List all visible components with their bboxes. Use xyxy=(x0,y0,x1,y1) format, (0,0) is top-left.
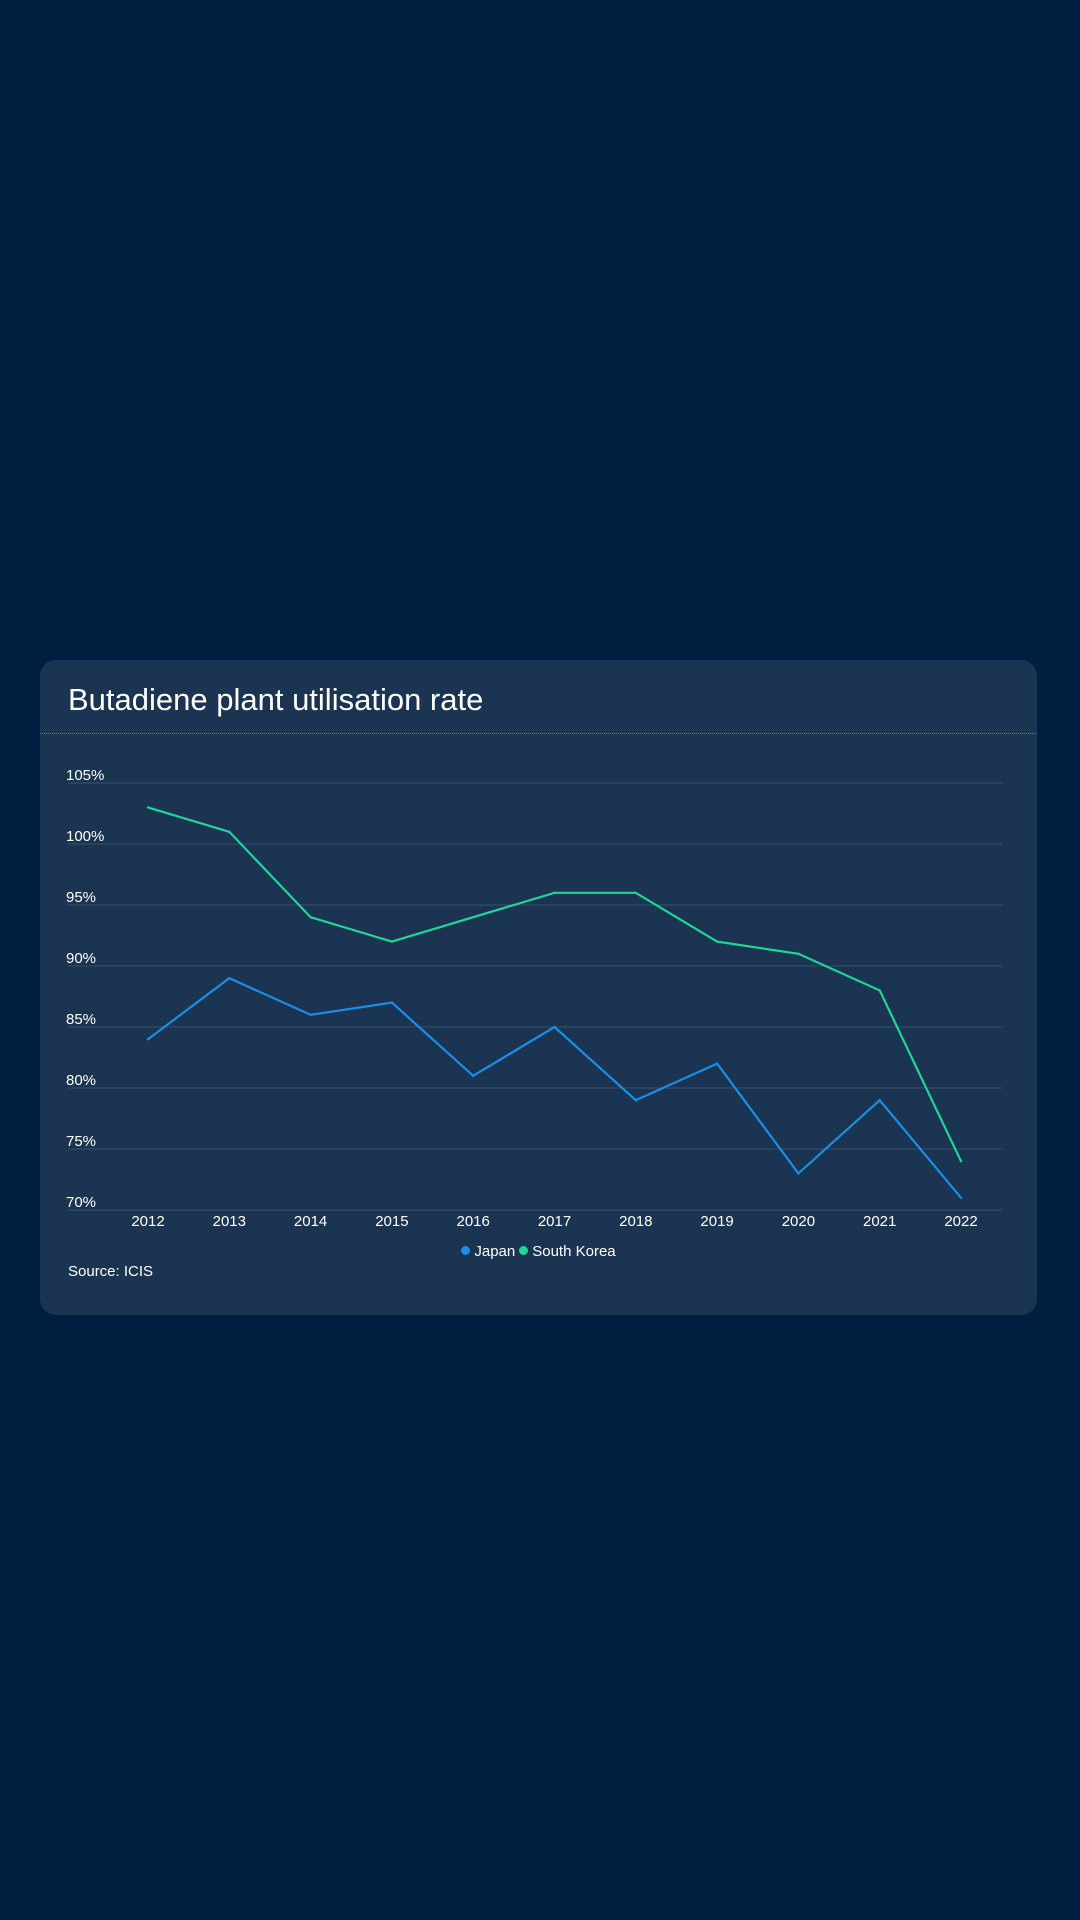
data-point xyxy=(715,1062,719,1065)
chart-legend: Japan South Korea xyxy=(40,1242,1037,1262)
data-point xyxy=(146,1038,150,1041)
x-tick-label: 2022 xyxy=(944,1213,977,1230)
data-point xyxy=(472,1074,475,1077)
legend-item: Japan xyxy=(461,1242,515,1262)
data-point xyxy=(309,1013,312,1016)
data-point xyxy=(878,989,881,992)
data-point xyxy=(390,940,394,943)
data-point xyxy=(959,1196,963,1199)
data-point xyxy=(634,1099,637,1102)
data-point xyxy=(797,1172,800,1175)
x-tick-label: 2015 xyxy=(375,1213,408,1230)
x-tick-label: 2013 xyxy=(213,1213,246,1230)
chart-card: Butadiene plant utilisation rate 105% 100… xyxy=(40,660,1037,1315)
x-tick-label: 2019 xyxy=(700,1213,733,1230)
x-tick-label: 2020 xyxy=(782,1213,815,1230)
chart-source: Source: ICIS xyxy=(68,1263,154,1280)
title-divider xyxy=(40,733,1037,734)
x-tick-label: 2014 xyxy=(294,1213,327,1230)
x-tick-label: 2017 xyxy=(538,1213,571,1230)
x-tick-label: 2018 xyxy=(619,1213,652,1230)
y-tick-label: 105% xyxy=(66,767,104,784)
data-point xyxy=(472,916,475,919)
legend-item: South Korea xyxy=(519,1242,616,1262)
grid-lines xyxy=(68,782,1002,1211)
data-point xyxy=(390,1001,394,1004)
y-tick-label: 70% xyxy=(66,1194,96,1211)
data-point xyxy=(228,977,231,980)
y-axis-ticks: 105% 100% 95% 90% 85% 80% 75% 70% xyxy=(66,767,104,1211)
data-point xyxy=(309,916,312,919)
chart-title: Butadiene plant utilisation rate xyxy=(68,682,484,717)
series-lines xyxy=(146,806,963,1199)
data-point xyxy=(959,1160,963,1163)
x-tick-label: 2021 xyxy=(863,1213,896,1230)
data-point xyxy=(797,952,800,955)
line-chart: 105%100%95%90%85%80%75%70% 2012 2013 2014 2… xyxy=(66,767,1002,1230)
data-point xyxy=(553,1025,556,1029)
y-tick-label: 85% xyxy=(66,1011,96,1028)
data-point xyxy=(553,891,556,894)
series-line-south-korea xyxy=(147,806,962,1162)
y-tick-label: 75% xyxy=(66,1133,96,1150)
x-tick-label: 2016 xyxy=(457,1213,490,1230)
y-tick-label: 95% xyxy=(66,889,96,906)
data-point xyxy=(878,1099,881,1102)
data-point xyxy=(146,806,150,809)
legend-label: Japan xyxy=(474,1243,516,1260)
data-point xyxy=(228,830,231,833)
x-axis-ticks: 2012 2013 2014 2015 2016 2017 2018 2019 2020 2021… xyxy=(131,1213,977,1230)
data-point xyxy=(634,891,637,894)
y-tick-label: 100% xyxy=(66,828,104,845)
legend-label: South Korea xyxy=(532,1243,616,1260)
legend-dot-icon xyxy=(519,1246,529,1255)
legend-dot-icon xyxy=(461,1246,471,1255)
x-tick-label: 2012 xyxy=(131,1213,164,1230)
data-point xyxy=(715,940,719,943)
y-tick-label: 80% xyxy=(66,1072,96,1089)
y-tick-label: 90% xyxy=(66,950,96,967)
